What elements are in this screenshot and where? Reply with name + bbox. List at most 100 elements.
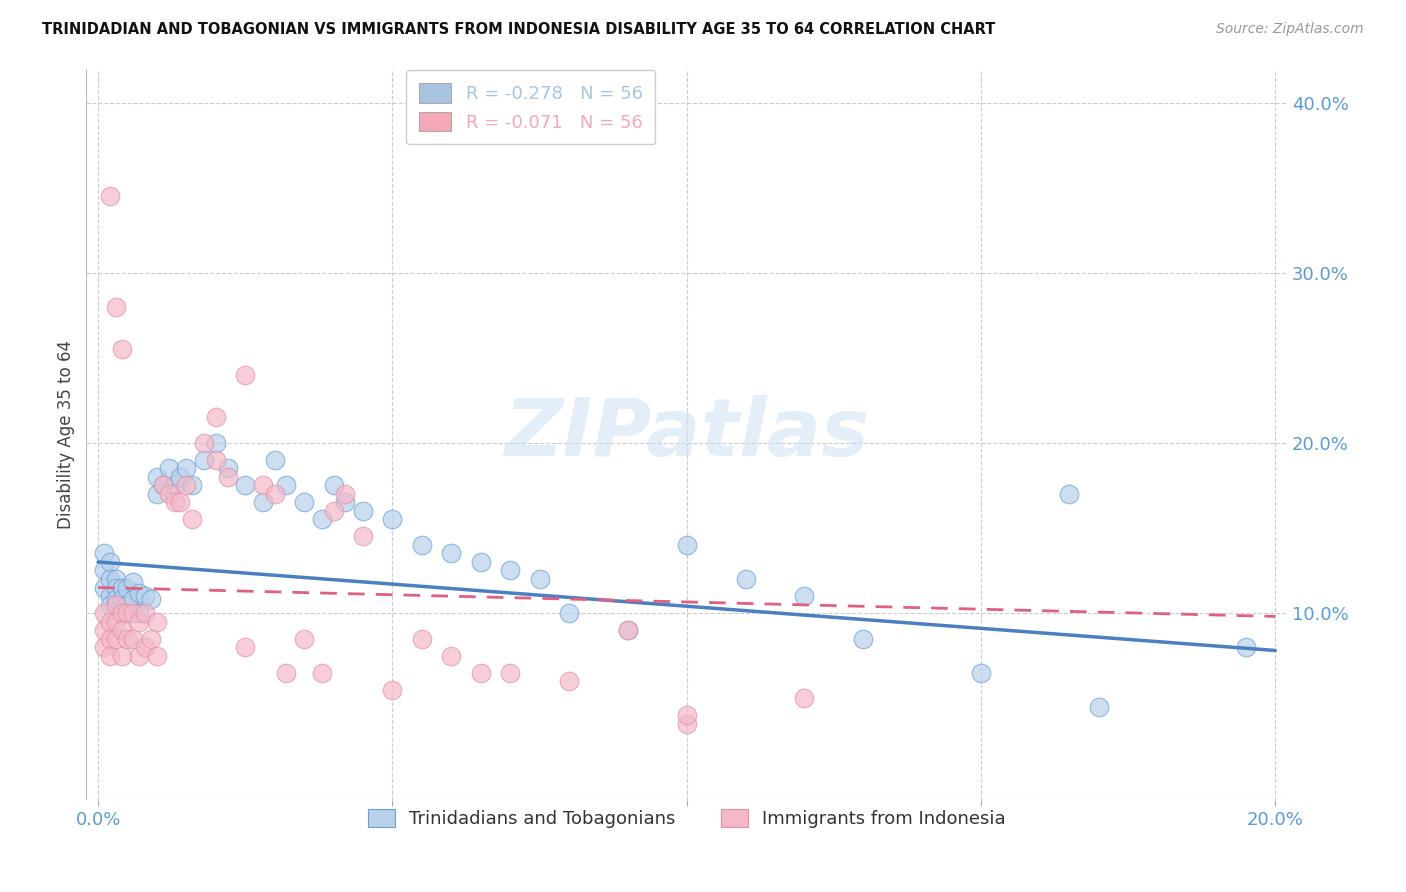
Point xyxy=(98,189,121,203)
Point xyxy=(98,589,121,603)
Point xyxy=(440,546,463,560)
Point xyxy=(734,572,756,586)
Text: Source: ZipAtlas.com: Source: ZipAtlas.com xyxy=(1216,22,1364,37)
Point xyxy=(146,615,169,629)
Point xyxy=(98,632,121,646)
Point xyxy=(163,495,186,509)
Point xyxy=(157,461,180,475)
Point xyxy=(117,581,139,595)
Point xyxy=(104,300,127,314)
Point xyxy=(411,538,433,552)
Point xyxy=(852,632,875,646)
Point xyxy=(93,606,115,620)
Point xyxy=(98,598,121,612)
Point xyxy=(233,640,256,654)
Point xyxy=(204,435,226,450)
Point xyxy=(381,682,404,697)
Point xyxy=(252,495,274,509)
Point xyxy=(276,665,298,680)
Point xyxy=(352,504,374,518)
Point xyxy=(263,487,285,501)
Point xyxy=(193,453,215,467)
Point xyxy=(146,487,169,501)
Point xyxy=(128,615,150,629)
Point xyxy=(617,623,640,637)
Point xyxy=(793,691,815,706)
Point xyxy=(134,606,156,620)
Point xyxy=(411,632,433,646)
Point xyxy=(1059,487,1081,501)
Point xyxy=(93,546,115,560)
Point xyxy=(233,478,256,492)
Point xyxy=(134,589,156,603)
Point xyxy=(440,648,463,663)
Point xyxy=(292,632,315,646)
Point xyxy=(204,410,226,425)
Point xyxy=(793,589,815,603)
Point xyxy=(110,592,132,607)
Point xyxy=(122,606,145,620)
Point xyxy=(122,592,145,607)
Point xyxy=(558,606,581,620)
Point xyxy=(169,495,191,509)
Point xyxy=(176,461,198,475)
Point xyxy=(139,592,162,607)
Point xyxy=(152,478,174,492)
Point xyxy=(617,623,640,637)
Point xyxy=(675,538,697,552)
Point xyxy=(1087,699,1109,714)
Point xyxy=(529,572,551,586)
Point xyxy=(276,478,298,492)
Point xyxy=(93,581,115,595)
Point xyxy=(146,470,169,484)
Point xyxy=(110,606,132,620)
Point xyxy=(128,606,150,620)
Point xyxy=(292,495,315,509)
Point xyxy=(98,615,121,629)
Legend: Trinidadians and Tobagonians, Immigrants from Indonesia: Trinidadians and Tobagonians, Immigrants… xyxy=(360,801,1012,835)
Point xyxy=(93,564,115,578)
Point xyxy=(163,478,186,492)
Point xyxy=(176,478,198,492)
Point xyxy=(233,368,256,382)
Point xyxy=(93,623,115,637)
Point xyxy=(128,648,150,663)
Point xyxy=(311,512,333,526)
Point xyxy=(470,665,492,680)
Text: TRINIDADIAN AND TOBAGONIAN VS IMMIGRANTS FROM INDONESIA DISABILITY AGE 35 TO 64 : TRINIDADIAN AND TOBAGONIAN VS IMMIGRANTS… xyxy=(42,22,995,37)
Point xyxy=(98,555,121,569)
Point xyxy=(181,512,204,526)
Point xyxy=(139,632,162,646)
Y-axis label: Disability Age 35 to 64: Disability Age 35 to 64 xyxy=(58,340,75,529)
Point xyxy=(499,665,522,680)
Point xyxy=(322,504,344,518)
Point xyxy=(110,343,132,357)
Point xyxy=(335,487,357,501)
Point xyxy=(217,461,239,475)
Point xyxy=(104,581,127,595)
Point xyxy=(252,478,274,492)
Point xyxy=(193,435,215,450)
Point xyxy=(146,648,169,663)
Point xyxy=(104,615,127,629)
Point xyxy=(104,598,127,612)
Point xyxy=(122,632,145,646)
Point xyxy=(98,648,121,663)
Point xyxy=(110,623,132,637)
Point xyxy=(311,665,333,680)
Point xyxy=(675,708,697,723)
Point xyxy=(128,585,150,599)
Point xyxy=(381,512,404,526)
Point xyxy=(263,453,285,467)
Point xyxy=(104,592,127,607)
Point xyxy=(970,665,993,680)
Point xyxy=(217,470,239,484)
Point xyxy=(134,640,156,654)
Point xyxy=(204,453,226,467)
Point xyxy=(110,581,132,595)
Point xyxy=(181,478,204,492)
Point xyxy=(1234,640,1257,654)
Point xyxy=(122,575,145,590)
Point xyxy=(117,606,139,620)
Point xyxy=(93,640,115,654)
